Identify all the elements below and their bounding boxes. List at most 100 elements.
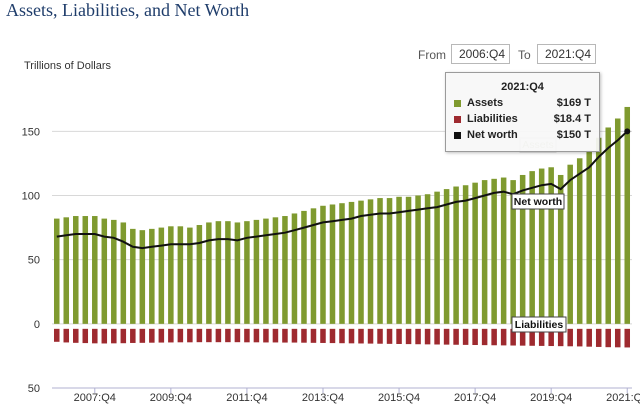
assets-bar xyxy=(310,208,317,324)
liabilities-bar xyxy=(519,328,526,346)
to-date-input[interactable]: 2021:Q4 xyxy=(537,44,596,64)
liabilities-bar xyxy=(472,328,478,346)
x-tick-label: 2013:Q4 xyxy=(302,392,344,404)
assets-bar xyxy=(500,177,507,324)
assets-bar xyxy=(320,205,326,324)
assets-bar xyxy=(339,203,345,324)
assets-bar xyxy=(63,217,70,324)
liabilities-bar xyxy=(111,328,117,344)
annotation-box xyxy=(511,193,565,210)
assets-bar xyxy=(624,106,631,324)
y-tick-label: 50 xyxy=(28,383,40,395)
y-tick-label: 150 xyxy=(22,126,40,138)
liabilities-bar xyxy=(614,328,621,348)
page-title: Assets, Liabilities, and Net Worth xyxy=(6,0,250,20)
assets-bar xyxy=(538,168,545,324)
liabilities-bar xyxy=(139,328,146,343)
assets-bar xyxy=(557,174,564,324)
annotation-label: Net worth xyxy=(514,196,562,208)
assets-bar xyxy=(415,195,421,324)
assets-bar xyxy=(139,230,146,324)
assets-bar xyxy=(53,218,60,324)
liabilities-bar xyxy=(92,328,98,344)
assets-bar xyxy=(396,196,402,324)
liabilities-bar xyxy=(510,328,516,346)
liabilities-bar xyxy=(557,328,564,347)
tooltip-row-value: $150 T xyxy=(556,129,591,141)
liabilities-bar xyxy=(320,328,326,343)
liabilities-legend-swatch xyxy=(454,115,461,123)
liabilities-bar xyxy=(424,328,431,345)
liabilities-bar xyxy=(158,328,165,343)
assets-bar xyxy=(130,228,136,324)
assets-bar xyxy=(358,200,364,324)
assets-bar xyxy=(367,199,374,324)
liabilities-bar xyxy=(196,328,203,343)
liabilities-bar xyxy=(443,328,450,345)
annotation-liabilities: Liabilities xyxy=(511,316,567,333)
assets-bar xyxy=(348,201,355,324)
assets-bar xyxy=(614,118,621,324)
assets-bar xyxy=(462,185,469,324)
tooltip-row-liabilities: Liabilities $18.4 T xyxy=(446,111,599,127)
liabilities-bar xyxy=(453,328,459,345)
annotation-net-worth: Net worth xyxy=(511,193,565,210)
liabilities-bar xyxy=(586,328,592,347)
assets-bar xyxy=(101,218,108,324)
tooltip-row-name: Liabilities xyxy=(467,113,518,125)
liabilities-bar xyxy=(386,328,393,344)
x-tick-label: 2017:Q4 xyxy=(454,392,496,404)
to-label: To xyxy=(518,48,531,62)
liabilities-bar xyxy=(253,328,260,343)
liabilities-bar xyxy=(149,328,155,343)
liabilities-bar xyxy=(529,328,535,346)
assets-bar xyxy=(576,158,583,324)
assets-bar xyxy=(548,167,554,324)
liabilities-bar xyxy=(415,328,421,345)
y-tick-label: 50 xyxy=(28,255,40,267)
tooltip: 2021:Q4 Assets $169 T Liabilities $18.4 … xyxy=(445,72,600,152)
assets-bar xyxy=(301,210,307,324)
liabilities-bar xyxy=(282,328,288,343)
net-worth-hover-point xyxy=(624,128,631,135)
annotation-label: Liabilities xyxy=(515,319,564,331)
liabilities-bar xyxy=(500,328,507,346)
assets-bar xyxy=(187,227,193,324)
liabilities-bar xyxy=(358,328,364,344)
assets-bar xyxy=(567,164,573,324)
assets-bar xyxy=(605,127,611,324)
liabilities-bar xyxy=(215,328,222,343)
liabilities-bar xyxy=(177,328,184,343)
assets-bar xyxy=(443,189,450,324)
x-tick-label: 2009:Q4 xyxy=(150,392,192,404)
assets-bar xyxy=(595,137,602,324)
assets-bar xyxy=(377,198,383,324)
assets-bar xyxy=(225,221,231,324)
tooltip-row-name: Assets xyxy=(467,97,504,109)
assets-bar xyxy=(291,213,298,324)
assets-bar xyxy=(253,219,260,324)
tooltip-row-value: $169 T xyxy=(556,97,591,109)
liabilities-bar xyxy=(53,328,60,342)
y-tick-label: 0 xyxy=(34,319,40,331)
assets-bar xyxy=(453,186,459,324)
assets-bar xyxy=(206,222,212,324)
liabilities-bar xyxy=(624,328,631,348)
assets-bar xyxy=(196,225,203,324)
assets-bar xyxy=(158,227,165,324)
liabilities-bar xyxy=(548,328,554,347)
assets-bar xyxy=(120,222,127,324)
liabilities-bar xyxy=(348,328,355,344)
assets-bar xyxy=(386,198,393,324)
liabilities-bar xyxy=(73,328,79,343)
liabilities-bar xyxy=(481,328,488,346)
liabilities-bar xyxy=(491,328,497,346)
liabilities-bar xyxy=(605,328,611,348)
assets-bar xyxy=(405,196,412,324)
liabilities-bar xyxy=(595,328,602,347)
from-date-input[interactable]: 2006:Q4 xyxy=(451,44,510,64)
assets-bar xyxy=(282,216,288,324)
assets-bar xyxy=(491,178,497,324)
assets-bar xyxy=(177,226,184,324)
